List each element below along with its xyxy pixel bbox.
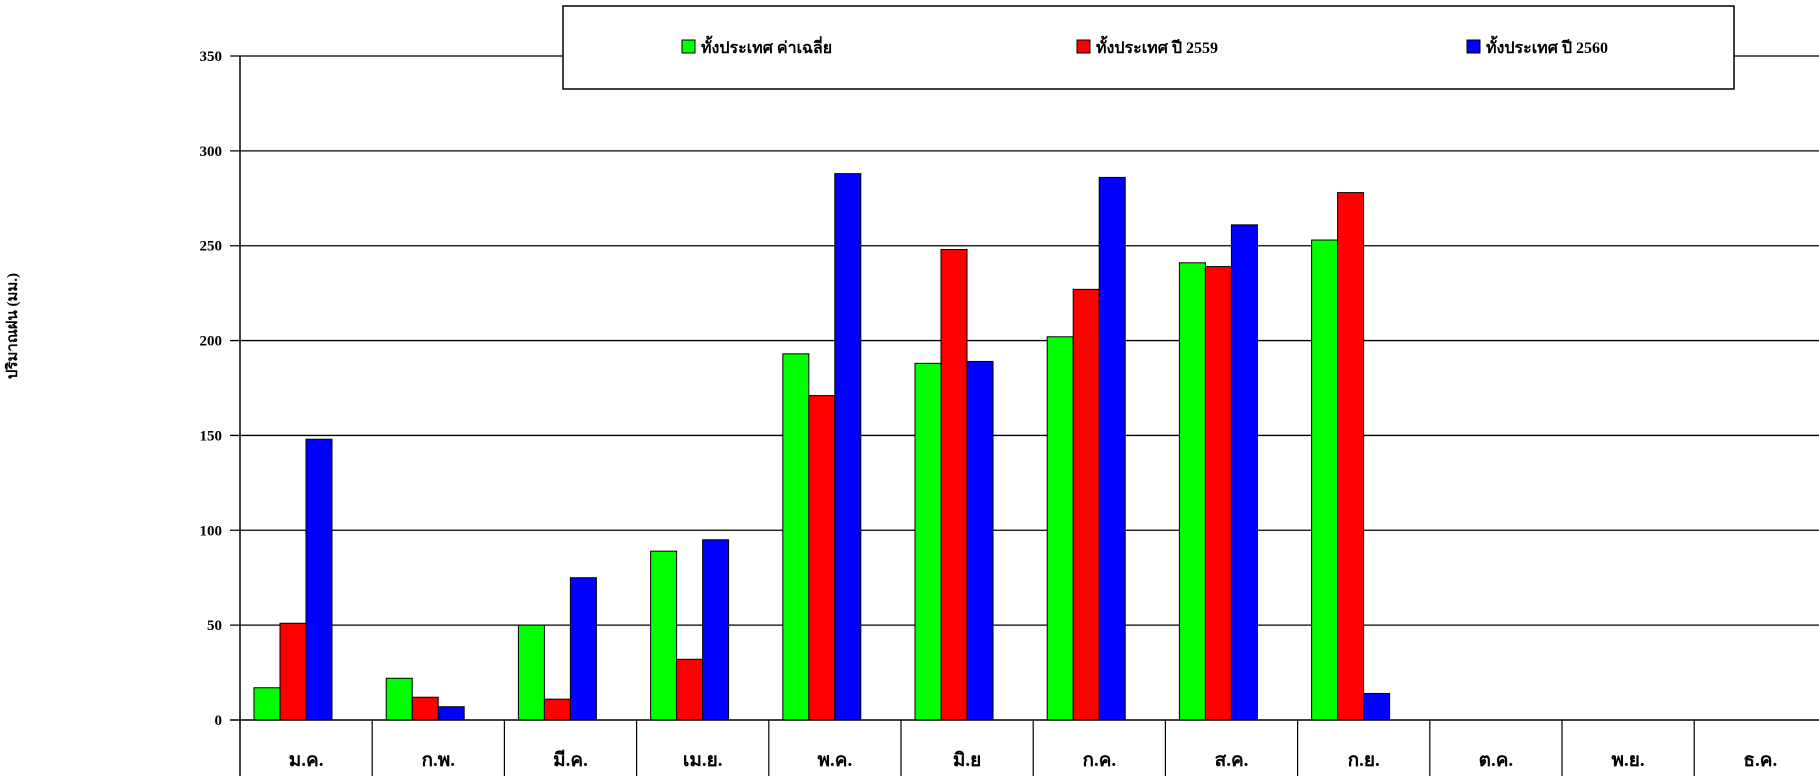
y-tick-label: 200	[200, 334, 223, 350]
bar-1-3	[517, 624, 545, 721]
bar-2-8	[1204, 266, 1232, 721]
grid-lines	[230, 55, 1819, 626]
bar-2-9	[1337, 192, 1365, 721]
y-tick-label: 0	[215, 713, 223, 729]
y-tick-label: 50	[207, 618, 222, 634]
category-label: มี.ค.	[553, 749, 588, 771]
bar-1-1	[253, 687, 281, 721]
bar-3-8	[1230, 224, 1258, 721]
bar-3-7	[1098, 176, 1126, 721]
bar-3-2	[437, 706, 465, 721]
legend-swatch-1	[681, 39, 696, 54]
category-label: ส.ค.	[1215, 750, 1249, 771]
bar-1-7	[1046, 336, 1074, 721]
y-tick-label: 350	[200, 49, 223, 65]
category-label: ก.ค.	[1082, 750, 1116, 771]
bar-1-6	[914, 362, 942, 721]
category-labels: ม.ค. ก.พ. มี.ค. เม.ย. พ.ค. มิ.ย ก.ค. ส.ค. ก.ย. ต.…	[289, 749, 1777, 771]
category-label: มิ.ย	[953, 750, 981, 771]
bar-3-1	[305, 438, 333, 721]
y-tick-label: 300	[200, 144, 223, 160]
bar-1-8	[1178, 262, 1206, 721]
bar-3-6	[966, 360, 994, 721]
bar-3-9	[1363, 692, 1391, 721]
bar-2-4	[676, 658, 704, 721]
bars	[253, 173, 1391, 721]
category-label: พ.ย.	[1612, 750, 1645, 771]
bar-2-2	[411, 696, 439, 721]
bar-1-2	[385, 677, 413, 721]
category-label: ม.ค.	[289, 750, 324, 771]
y-axis-title: ปริมาณฝน (มม.)	[3, 273, 21, 379]
y-tick-label: 150	[200, 428, 223, 444]
bar-3-3	[569, 577, 597, 721]
category-label: ต.ค.	[1479, 750, 1514, 771]
legend-box	[562, 5, 1735, 90]
legend-swatch-2	[1076, 39, 1091, 54]
bar-2-5	[808, 395, 836, 721]
legend-swatch-3	[1466, 39, 1481, 54]
bar-1-4	[650, 550, 678, 721]
category-label: ก.พ.	[422, 750, 456, 771]
legend-label-2: ทั้งประเทศ ปี 2559	[1096, 35, 1218, 57]
y-tick-label: 100	[200, 523, 223, 539]
bar-3-5	[834, 173, 862, 721]
y-tick-label: 250	[200, 239, 223, 255]
legend: ทั้งประเทศ ค่าเฉลี่ย ทั้งประเทศ ปี 2559 ทั…	[562, 5, 1735, 90]
y-tick-labels: 0 50 100 150 200 250 300 350	[200, 49, 223, 729]
bar-2-3	[543, 698, 571, 721]
category-label: ธ.ค.	[1743, 750, 1777, 771]
bar-2-6	[940, 249, 968, 721]
category-label: เม.ย.	[683, 750, 723, 771]
axes	[230, 56, 1819, 776]
category-label: พ.ค.	[818, 750, 853, 771]
bar-1-5	[782, 353, 810, 721]
category-label: ก.ย.	[1348, 750, 1380, 771]
bar-2-1	[279, 622, 307, 721]
bar-1-9	[1311, 239, 1339, 721]
legend-label-1: ทั้งประเทศ ค่าเฉลี่ย	[701, 35, 832, 57]
legend-label-3: ทั้งประเทศ ปี 2560	[1486, 35, 1608, 57]
bar-2-7	[1072, 288, 1100, 721]
bar-3-4	[702, 539, 730, 721]
